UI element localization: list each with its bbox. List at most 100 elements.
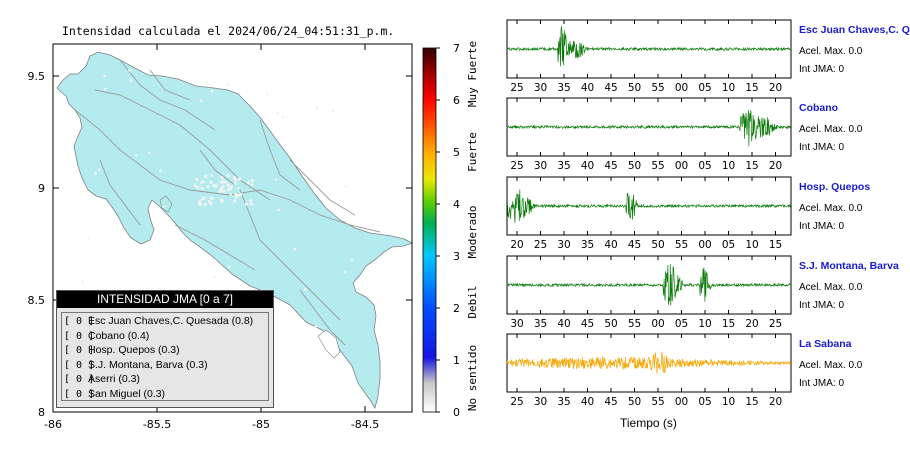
time-tick-label: 35 (534, 318, 547, 330)
time-tick-label: 05 (698, 82, 711, 94)
costa-rica-land (56, 51, 413, 410)
time-tick-label: 55 (651, 82, 664, 94)
scale-tick-label: 1 (453, 354, 460, 367)
scale-category-label: Moderado (466, 206, 479, 259)
legend-item: [ 0 ]Aserri (0.3) (64, 372, 268, 387)
time-tick-label: 40 (557, 318, 570, 330)
settlement-dot (232, 175, 237, 179)
time-tick-label: 00 (698, 239, 711, 251)
settlement-dot (233, 181, 237, 186)
time-tick-label: 00 (675, 160, 688, 172)
station-title: Hosp. Quepos (799, 181, 871, 193)
legend-item-label: Hosp. Quepos (0.3) (88, 344, 180, 356)
x-tick-label: -84.5 (351, 418, 379, 431)
legend-item: [ 0 ]S.J. Montana, Barva (0.3) (64, 358, 268, 373)
time-tick-label: 05 (675, 318, 688, 330)
time-tick-label: 40 (581, 160, 594, 172)
map-title: Intensidad calculada el 2024/06/24_04:51… (62, 24, 395, 38)
gulf-island (159, 195, 173, 213)
waveform-trace (506, 110, 792, 147)
legend-item-box: [ 0 ] (64, 316, 95, 327)
settlement-dot (103, 74, 106, 78)
time-tick-label: 05 (698, 396, 711, 408)
settlement-dot (226, 183, 230, 187)
settlement-dot (222, 184, 225, 188)
scale-tick-label: 3 (453, 250, 460, 263)
time-tick-label: 55 (651, 160, 664, 172)
station-int-jma: Int JMA: 0 (799, 378, 845, 389)
settlement-dot (221, 180, 225, 184)
station-title: Cobano (799, 102, 839, 114)
legend-item-box: [ 0 ] (64, 345, 95, 356)
y-tick-label: 9 (38, 182, 45, 195)
settlement-dot (370, 224, 374, 227)
scale-category-label: Debil (466, 285, 479, 318)
settlement-dot (147, 151, 151, 155)
settlement-dot (229, 193, 232, 196)
station-acel-max: Acel. Max. 0.0 (799, 124, 863, 135)
settlement-dot (350, 258, 354, 262)
legend-list: [ 0 ]Esc Juan Chaves,C. Quesada (0.8)[ 0… (61, 312, 269, 401)
settlement-dot (249, 202, 253, 206)
time-tick-label: 00 (675, 396, 688, 408)
settlement-dot (81, 280, 84, 284)
waveform-trace (506, 263, 792, 306)
road-line (299, 289, 346, 346)
time-tick-label: 15 (745, 396, 758, 408)
time-tick-label: 25 (769, 318, 782, 330)
time-tick-label: 15 (745, 82, 758, 94)
settlement-dot (87, 236, 91, 240)
waveform-trace (506, 351, 792, 374)
settlement-dot (250, 183, 254, 187)
legend-item-label: S.J. Montana, Barva (0.3) (88, 358, 208, 371)
road-line (174, 224, 256, 271)
scale-tick-label: 5 (453, 146, 460, 159)
settlement-dot (201, 180, 205, 184)
legend-item: [ 0 ]San Miguel (0.3) (64, 387, 268, 402)
time-tick-label: 10 (698, 318, 711, 330)
settlement-dot (265, 92, 269, 96)
scale-tick-label: 4 (453, 198, 460, 211)
road-line (239, 189, 341, 321)
road-line (259, 119, 301, 191)
color-bar (422, 47, 437, 413)
time-tick-label: 35 (581, 239, 594, 251)
settlement-dot (193, 184, 198, 188)
legend-item-label: Aserri (0.3) (88, 373, 140, 385)
legend-item-label: Cobano (0.4) (88, 329, 150, 342)
time-tick-label: 30 (534, 82, 547, 94)
time-tick-label: 30 (534, 160, 547, 172)
settlement-dot (315, 106, 319, 110)
station-acel-max: Acel. Max. 0.0 (799, 282, 863, 293)
time-tick-label: 55 (628, 318, 641, 330)
legend-item-label: San Miguel (0.3) (88, 387, 166, 400)
settlement-dot (198, 203, 202, 207)
settlement-dot (314, 324, 318, 328)
settlement-dot (162, 205, 166, 209)
legend-item: [ 0 ]Cobano (0.4) (64, 329, 268, 344)
x-tick-label: -85.5 (143, 418, 171, 431)
scale-tick-label: 7 (453, 42, 460, 55)
time-tick-label: 50 (628, 396, 641, 408)
legend-item-box: [ 0 ] (64, 374, 95, 385)
time-tick-label: 40 (604, 239, 617, 251)
settlement-dot (235, 194, 240, 198)
station-title: Esc Juan Chaves,C. Qu (799, 24, 910, 36)
settlement-dot (238, 192, 242, 196)
settlement-dot (210, 89, 214, 93)
station-int-jma: Int JMA: 0 (799, 300, 845, 311)
settlement-dot (277, 208, 280, 211)
scale-category-label: Muy Fuerte (466, 41, 479, 107)
settlement-dot (200, 197, 205, 201)
scale-category-label: No sentido (466, 345, 479, 411)
time-tick-label: 05 (698, 160, 711, 172)
y-tick-label: 8 (38, 406, 45, 419)
waveform-trace (506, 189, 792, 223)
settlement-dot (94, 172, 97, 175)
settlement-dot (129, 79, 132, 82)
settlement-dot (196, 185, 200, 189)
settlement-dot (331, 109, 335, 113)
time-tick-label: 45 (604, 82, 617, 94)
time-tick-label: 25 (510, 160, 523, 172)
